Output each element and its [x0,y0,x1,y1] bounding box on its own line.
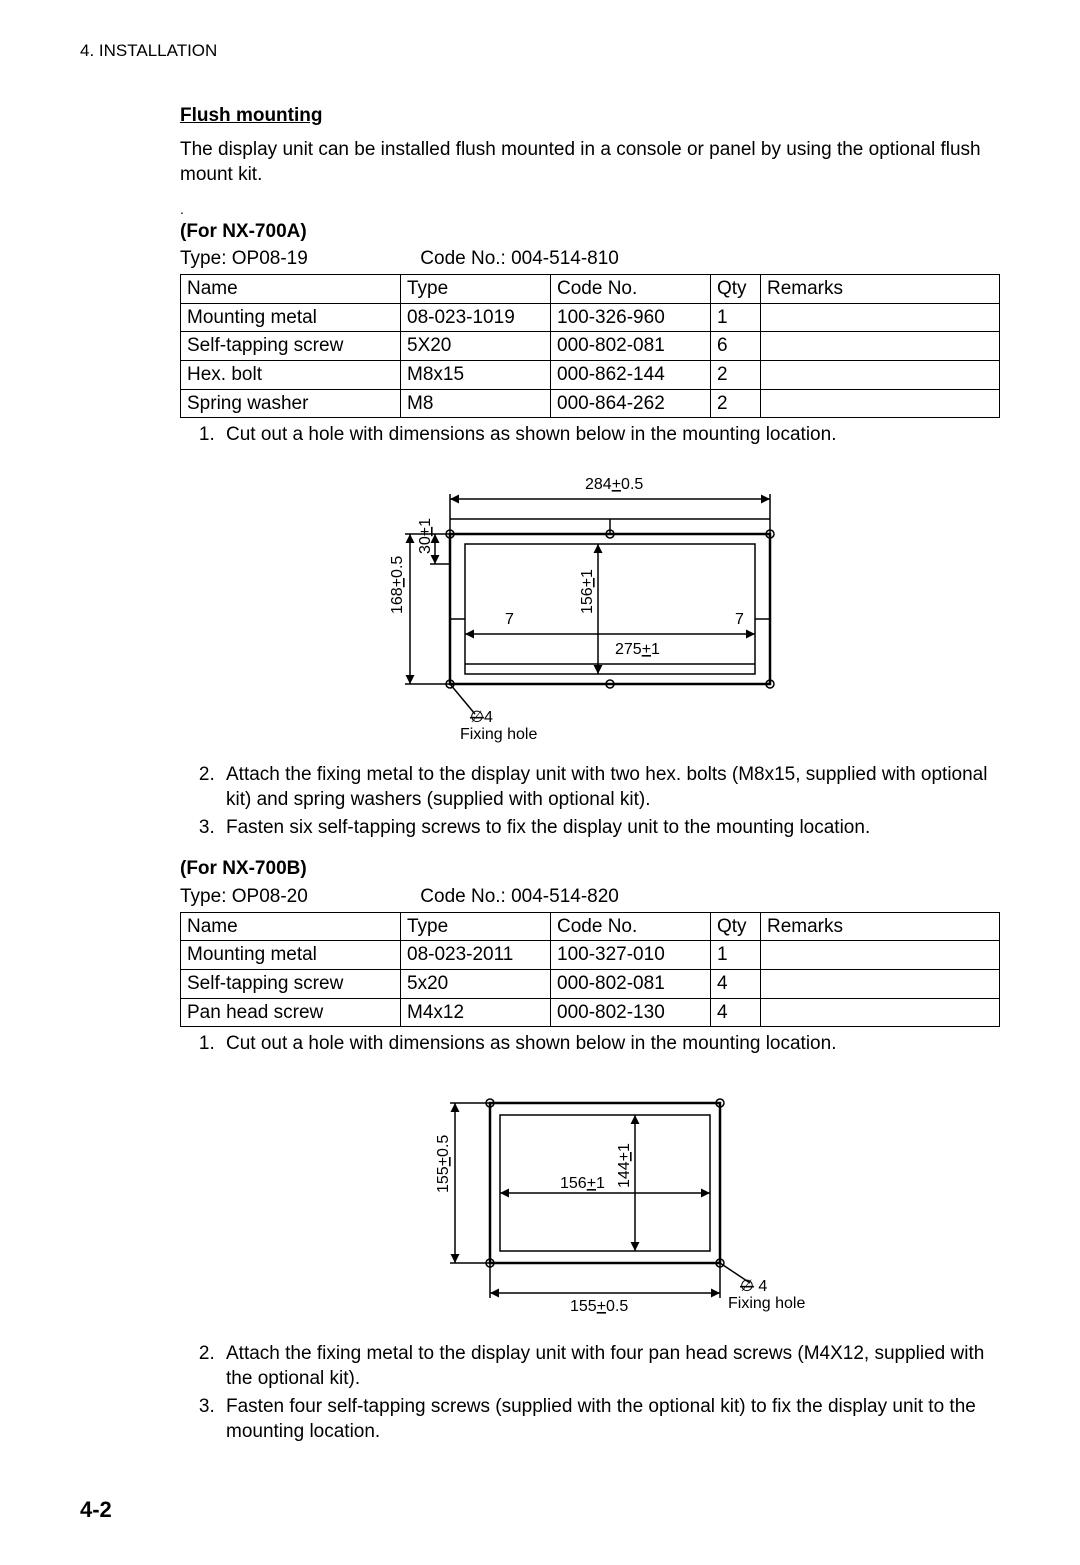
intro-text: The display unit can be installed flush … [180,137,1000,188]
col-remarks: Remarks [761,912,1000,941]
page-number: 4-2 [80,1495,1000,1525]
step: Cut out a hole with dimensions as shown … [220,1031,1000,1057]
model-a-steps: Cut out a hole with dimensions as shown … [180,422,1000,448]
model-b-table: Name Type Code No. Qty Remarks Mounting … [180,912,1000,1028]
table-row: Self-tapping screw5X20000-802-0816 [181,332,1000,361]
model-b-type-line: Type: OP08-20 Code No.: 004-514-820 [180,884,1000,910]
model-b-heading: (For NX-700B) [180,856,1000,882]
dot: . [180,200,1000,219]
svg-text:7: 7 [735,611,744,628]
col-qty: Qty [711,275,761,304]
svg-text:275+1: 275+1 [615,641,660,658]
col-name: Name [181,912,401,941]
step: Attach the fixing metal to the display u… [220,762,1000,813]
table-row: Pan head screwM4x12000-802-1304 [181,998,1000,1027]
svg-text:30+1: 30+1 [417,518,434,554]
table-row: Mounting metal08-023-1019100-326-9601 [181,303,1000,332]
table-row: Hex. boltM8x15000-862-1442 [181,360,1000,389]
table-row: Mounting metal08-023-2011100-327-0101 [181,941,1000,970]
step: Fasten six self-tapping screws to fix th… [220,815,1000,841]
model-b-type: Type: OP08-20 [180,884,415,910]
model-a-steps-cont: Attach the fixing metal to the display u… [180,762,1000,841]
model-a-type-line: Type: OP08-19 Code No.: 004-514-810 [180,246,1000,272]
col-code: Code No. [551,912,711,941]
col-type: Type [401,912,551,941]
model-b-code: Code No.: 004-514-820 [420,886,619,907]
model-b-steps-cont: Attach the fixing metal to the display u… [180,1341,1000,1446]
section-heading: Flush mounting [180,103,1000,129]
svg-text:144+1: 144+1 [616,1143,633,1188]
col-code: Code No. [551,275,711,304]
svg-text:Fixing hole: Fixing hole [460,726,537,743]
svg-text:156+1: 156+1 [579,569,596,614]
svg-text:284+0.5: 284+0.5 [585,476,643,493]
table-header-row: Name Type Code No. Qty Remarks [181,275,1000,304]
svg-text:∅ 4: ∅ 4 [740,1278,767,1295]
svg-text:∅4: ∅4 [470,709,493,726]
svg-text:156+1: 156+1 [560,1175,605,1192]
step: Attach the fixing metal to the display u… [220,1341,1000,1392]
col-name: Name [181,275,401,304]
model-a-type: Type: OP08-19 [180,246,415,272]
table-row: Self-tapping screw5x20000-802-0814 [181,970,1000,999]
table-header-row: Name Type Code No. Qty Remarks [181,912,1000,941]
col-type: Type [401,275,551,304]
table-row: Spring washerM8000-864-2622 [181,389,1000,418]
col-qty: Qty [711,912,761,941]
model-a-code: Code No.: 004-514-810 [420,248,619,269]
step: Cut out a hole with dimensions as shown … [220,422,1000,448]
svg-text:168+0.5: 168+0.5 [389,555,406,613]
svg-text:155+0.5: 155+0.5 [570,1298,628,1315]
svg-text:7: 7 [505,611,514,628]
model-a-heading: (For NX-700A) [180,219,1000,245]
model-a-table: Name Type Code No. Qty Remarks Mounting … [180,274,1000,418]
diagram-b: 155+0.5 144+1 156+1 155+0.5 ∅ 4 Fixing h… [180,1073,1000,1331]
svg-text:155+0.5: 155+0.5 [435,1135,452,1193]
col-remarks: Remarks [761,275,1000,304]
diagram-a: 284+0.5 168+0.5 30+1 156+1 275+1 7 7 ∅4 … [180,464,1000,752]
model-b-steps: Cut out a hole with dimensions as shown … [180,1031,1000,1057]
step: Fasten four self-tapping screws (supplie… [220,1394,1000,1445]
page-header: 4. INSTALLATION [80,40,1000,63]
svg-text:Fixing hole: Fixing hole [728,1295,805,1312]
